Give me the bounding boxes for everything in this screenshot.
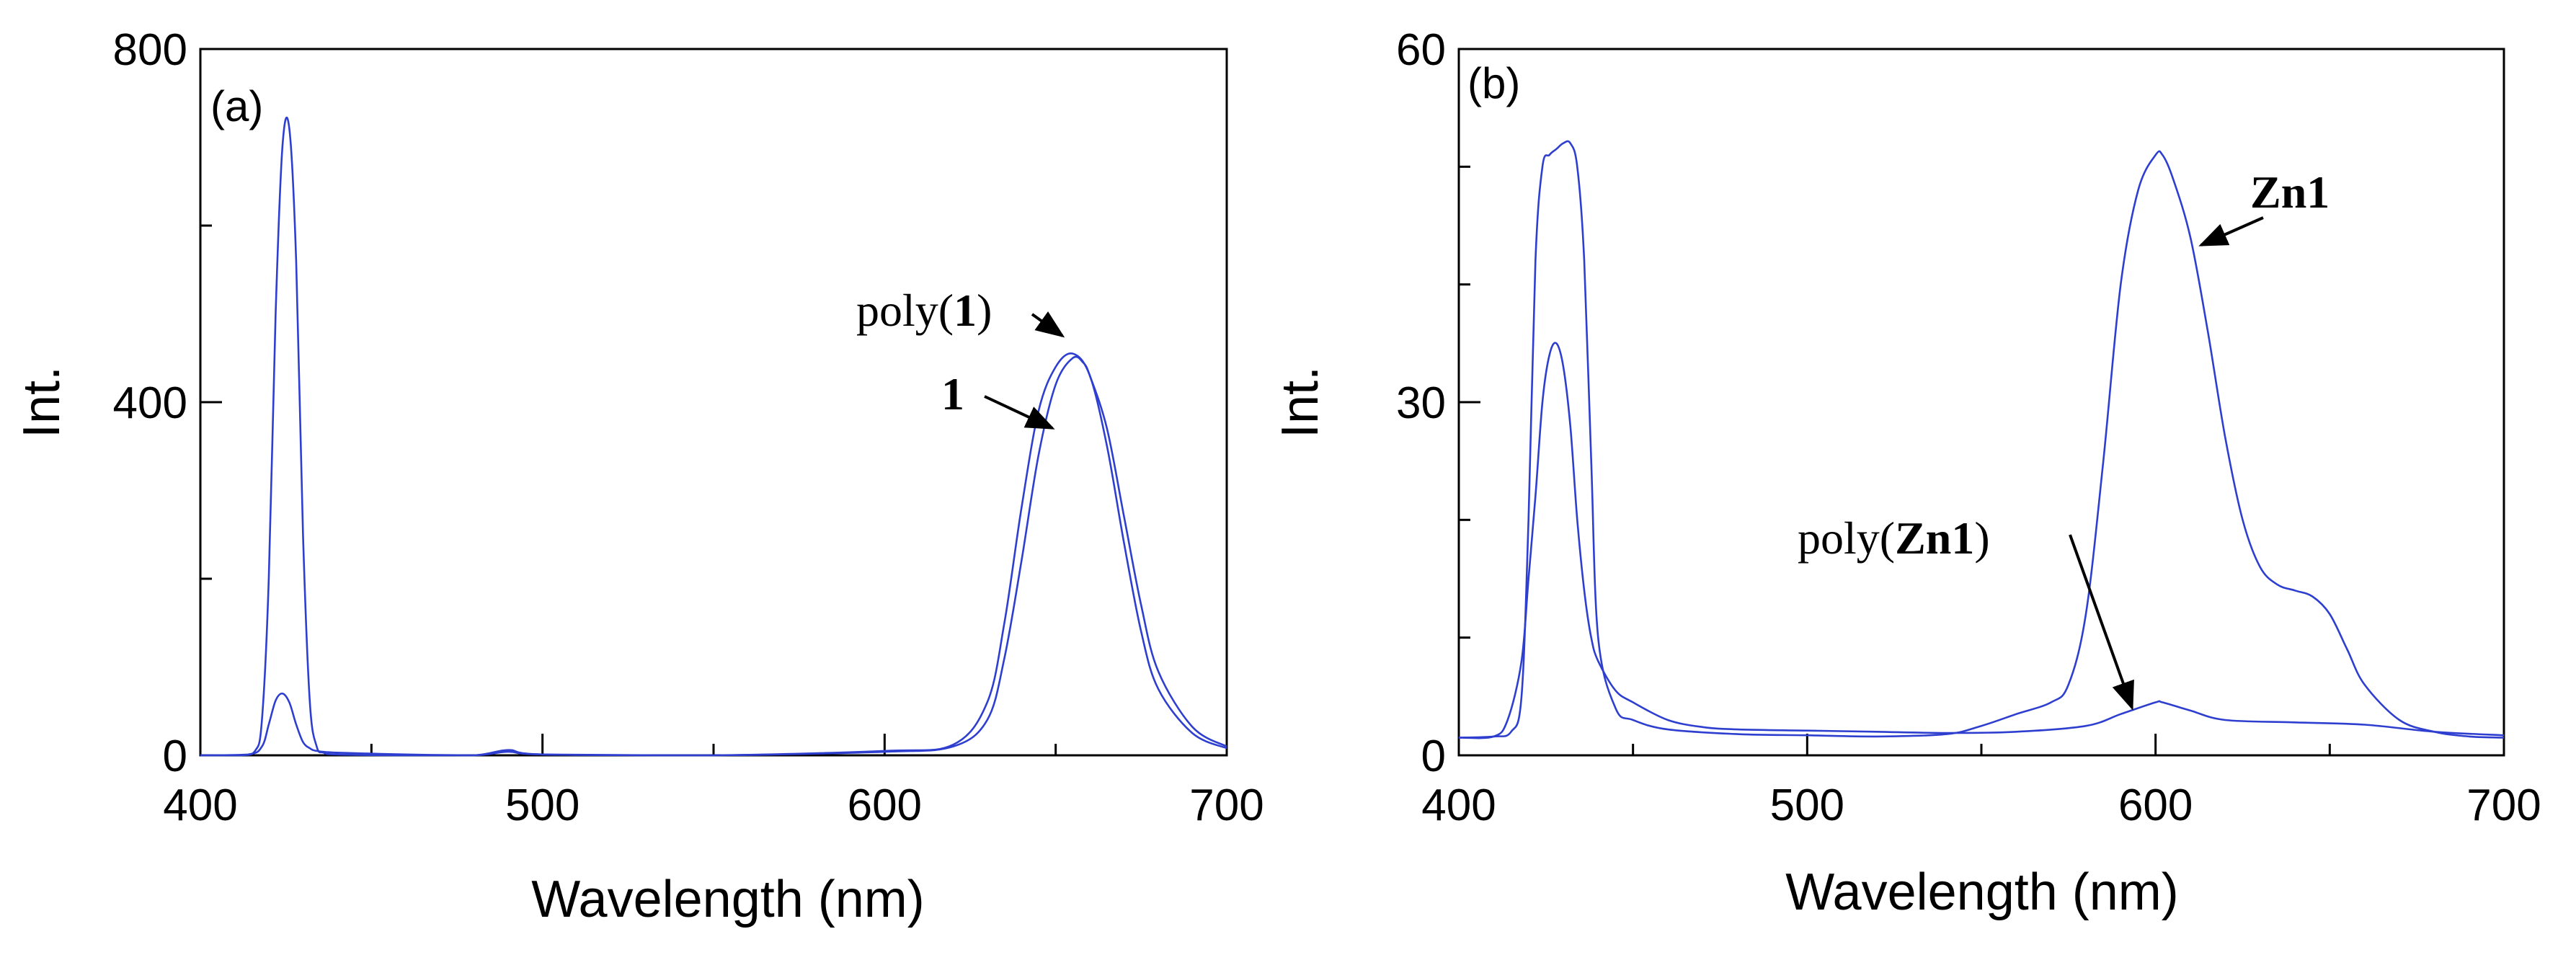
x-axis-title-b: Wavelength (nm) <box>1785 863 2179 921</box>
x-tick-label: 500 <box>505 781 579 830</box>
tick-labels-b: 400 500 600 700 0 30 60 <box>1396 25 2541 830</box>
annotation-poly-1: poly(1) <box>856 285 992 336</box>
y-tick-label: 400 <box>113 378 187 428</box>
annotation-poly-zn1: poly(Zn1) <box>1798 512 1990 564</box>
tick-marks-b <box>1457 48 2505 757</box>
annotation-poly-1-bold: 1 <box>954 285 977 336</box>
arrow-poly-zn1 <box>2069 534 2134 711</box>
y-tick-label: 800 <box>113 25 187 75</box>
y-axis-title-a: Int. <box>13 366 71 438</box>
x-tick-label: 700 <box>2466 781 2541 830</box>
annotation-zn1: Zn1 <box>2250 166 2329 218</box>
annotation-poly-zn1-prefix: poly( <box>1798 512 1895 564</box>
y-tick-label: 0 <box>163 732 187 781</box>
y-tick-label: 60 <box>1396 25 1446 75</box>
plot-frame-a <box>199 48 1228 757</box>
series-line-a-0 <box>200 116 1227 757</box>
x-tick-label: 400 <box>163 781 237 830</box>
panel-label-b: (b) <box>1467 59 1520 107</box>
annotation-poly-zn1-bold: Zn1 <box>1895 512 1974 564</box>
series-line-b-0 <box>1458 140 2505 739</box>
series-line-b-1 <box>1458 342 2505 739</box>
arrow-zn1 <box>2198 216 2264 246</box>
y-tick-label: 0 <box>1421 732 1446 781</box>
series-line-a-1 <box>200 355 1227 757</box>
x-tick-label: 600 <box>848 781 922 830</box>
annotation-poly-zn1-suffix: ) <box>1974 512 1989 564</box>
panel-b: 400 500 600 700 0 30 60 (b) Wavelength (nm) In… <box>1271 25 2541 921</box>
arrow-poly-1 <box>1031 311 1065 338</box>
y-tick-label: 30 <box>1396 378 1446 428</box>
x-axis-title-a: Wavelength (nm) <box>531 871 925 928</box>
x-tick-label: 600 <box>2118 781 2193 830</box>
annotation-poly-1-prefix: poly( <box>856 285 954 336</box>
arrow-1 <box>984 395 1055 430</box>
annotation-1: 1 <box>941 368 964 419</box>
tick-marks-a <box>199 48 1228 757</box>
panel-label-a: (a) <box>210 82 263 130</box>
x-tick-label: 700 <box>1189 781 1263 830</box>
x-tick-label: 500 <box>1770 781 1844 830</box>
curves-a <box>200 116 1227 757</box>
x-tick-label: 400 <box>1421 781 1496 830</box>
annotation-poly-1-suffix: ) <box>977 285 992 336</box>
y-axis-title-b: Int. <box>1271 366 1329 438</box>
curves-b <box>1458 140 2505 739</box>
